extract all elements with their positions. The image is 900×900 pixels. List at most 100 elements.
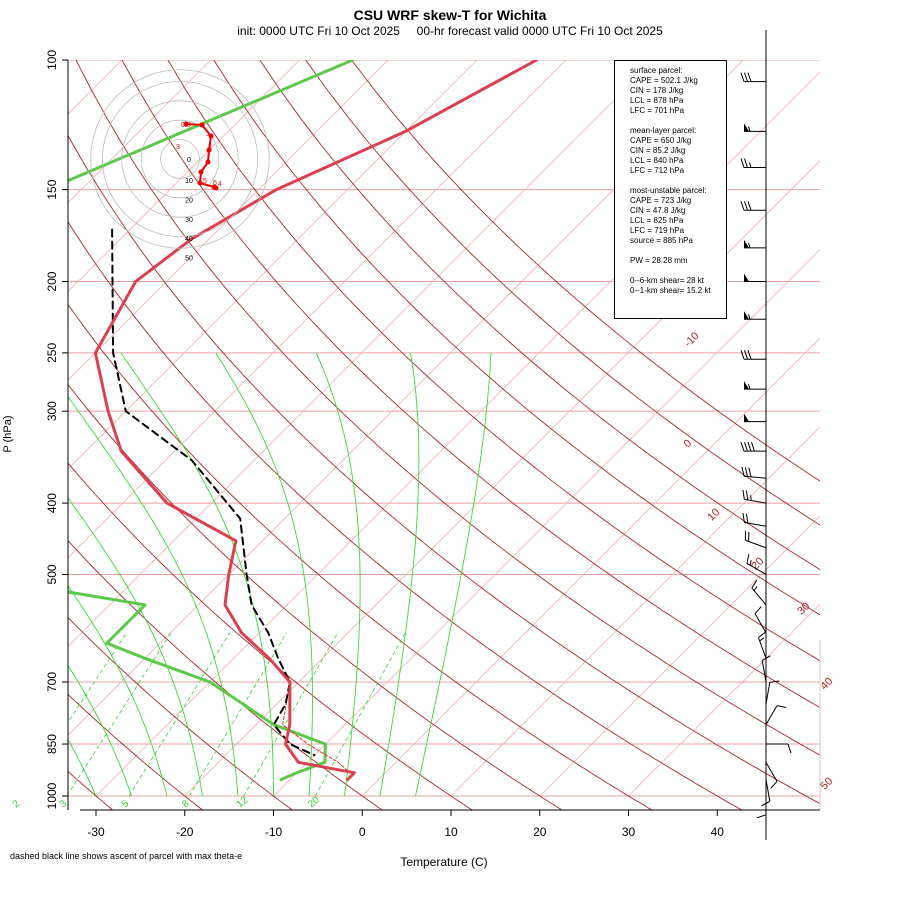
hodograph-height-label: 6 (213, 180, 217, 187)
moist-adiabat (315, 352, 361, 797)
wind-barb-feather (748, 467, 752, 478)
surface-cape: CAPE = 502.1 J/kg (630, 76, 698, 85)
most-unstable-heading: most-unstable parcel: (630, 186, 707, 195)
most-unstable-cape: CAPE = 723 J/kg (630, 196, 692, 205)
hodograph-point (213, 185, 219, 191)
wind-barb-half-feather (759, 637, 765, 642)
hodograph-height-label: 1 (206, 131, 210, 138)
wind-barb-feather (745, 513, 749, 524)
wind-barb-feather (787, 743, 792, 754)
wind-barb (741, 466, 767, 479)
x-tick-label: -20 (176, 825, 194, 839)
mixing-ratio-label: 3 (58, 798, 70, 810)
wind-barb-feather (761, 655, 771, 661)
y-tick-label: 100 (45, 50, 59, 70)
hodograph-point (198, 169, 204, 175)
dry-adiabat (167, 60, 820, 662)
moist-adiabat (415, 352, 492, 797)
dry-adiabat (75, 60, 820, 756)
isotherm-line (68, 60, 567, 559)
mixing-ratio-label: 12 (235, 794, 251, 810)
wind-barb-flag (744, 123, 749, 132)
isotherm-line (68, 60, 212, 204)
dry-adiabat (68, 693, 204, 810)
most-unstable-lcl: LCL = 825 hPa (630, 216, 684, 225)
x-tick-label: 0 (359, 825, 366, 839)
isotherm-line (273, 248, 820, 797)
dry-adiabat (259, 60, 820, 571)
surface-lcl: LCL = 878 hPa (630, 96, 684, 105)
wind-barb (766, 743, 792, 754)
wind-barb-shaft (744, 475, 767, 479)
wind-barb (758, 631, 767, 659)
isotherm-label: 0 (681, 437, 694, 450)
wind-barb-feather (740, 201, 745, 211)
wind-barb-feather (751, 579, 758, 589)
most-unstable-lfc: LFC = 719 hPa (630, 226, 685, 235)
x-tick-label: -10 (265, 825, 283, 839)
wind-barb-half-feather (748, 383, 751, 390)
moist-adiabat (379, 352, 420, 797)
dry-adiabat (68, 462, 473, 810)
wind-barb-flag (744, 311, 749, 320)
dry-adiabat (351, 60, 820, 482)
mean-layer-lfc: LFC = 712 hPa (630, 166, 685, 175)
dry-adiabat (68, 616, 294, 810)
wind-barb (740, 201, 766, 211)
wind-barb-feather (744, 442, 748, 452)
shear-0-6km: 0--6-km shear= 28 kt (630, 276, 705, 285)
hodograph-height-label: 4 (218, 181, 222, 188)
hodograph-point (183, 121, 189, 127)
hodograph-point (206, 147, 212, 153)
wind-barb (744, 413, 766, 423)
dry-adiabat (68, 539, 384, 810)
isotherm-label: 50 (818, 775, 835, 792)
x-tick-label: 20 (533, 825, 547, 839)
wind-barb (744, 311, 766, 320)
x-tick-label: 40 (711, 825, 725, 839)
x-axis-label: Temperature (C) (400, 855, 488, 869)
wind-barb (746, 554, 767, 575)
wind-barb-shaft (765, 779, 771, 802)
wind-barb-shaft (761, 660, 767, 683)
wind-barb-shaft (744, 521, 767, 527)
wind-barb-feather (747, 350, 752, 360)
mixing-ratio-label: 5 (120, 798, 132, 810)
wind-barb (744, 239, 766, 249)
parcel-info-box: surface parcel: CAPE = 502.1 J/kg CIN = … (614, 60, 727, 319)
wind-barb (765, 680, 780, 705)
x-tick-label: 30 (622, 825, 636, 839)
y-tick-label: 500 (45, 564, 59, 584)
wind-barb (740, 442, 766, 452)
wind-barb-flag (744, 381, 749, 390)
wind-barb-feather (747, 201, 752, 211)
wind-barb-half-feather (748, 314, 751, 320)
wind-barb-feather (741, 466, 745, 477)
isotherm-label: -10 (682, 330, 702, 350)
mixing-ratio-line (0, 633, 55, 796)
wind-barb (765, 762, 778, 789)
dewpoint-profile (68, 60, 355, 782)
isotherm-line (184, 160, 820, 797)
wind-barb (740, 72, 766, 83)
isotherm-label: 40 (818, 675, 835, 692)
wind-barb-feather (744, 467, 749, 477)
hodograph-point (208, 133, 214, 139)
wind-barb-shaft (746, 563, 767, 575)
temperature-profile (93, 60, 538, 782)
isotherm-line (68, 60, 300, 293)
wind-barb (744, 273, 766, 283)
dry-adiabat (68, 383, 563, 810)
wind-barb-feather (754, 606, 762, 614)
hodograph-ring (140, 119, 220, 199)
hodograph-ring-label: 10 (185, 178, 193, 185)
hodograph-point (199, 122, 205, 128)
most-unstable-source: source = 885 hPa (630, 236, 693, 245)
mean-layer-lcl: LCL = 840 hPa (630, 156, 684, 165)
surface-lfc: LFC = 701 hPa (630, 106, 685, 115)
wind-barb-feather (747, 442, 752, 452)
wind-barb (742, 512, 767, 527)
wind-barb-shaft (754, 613, 767, 633)
wind-barb-feather (744, 350, 748, 360)
